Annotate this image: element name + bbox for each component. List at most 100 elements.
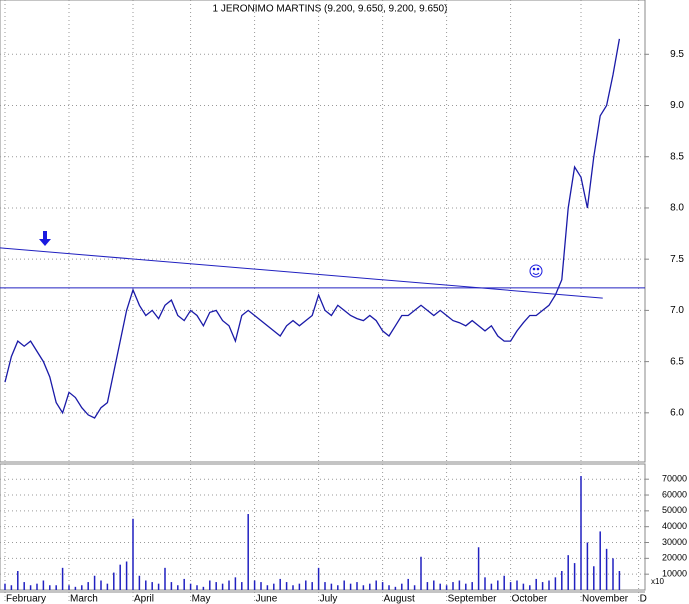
y-tick-label: 40000 bbox=[662, 521, 687, 531]
volume-bar bbox=[394, 586, 397, 590]
volume-bar bbox=[221, 583, 224, 590]
arrow-annotation bbox=[39, 231, 51, 246]
volume-bar bbox=[113, 572, 115, 590]
y-tick-label: 30000 bbox=[662, 537, 687, 547]
volume-bar bbox=[4, 583, 6, 590]
volume-bar bbox=[215, 582, 217, 590]
y-tick-label: 20000 bbox=[662, 553, 687, 563]
volume-bar bbox=[266, 585, 269, 590]
volume-bar bbox=[170, 582, 173, 590]
volume-bar bbox=[55, 585, 57, 590]
volume-bar bbox=[164, 567, 166, 590]
x-tick-label: D bbox=[640, 594, 647, 604]
volume-bar bbox=[452, 582, 454, 590]
volume-bar bbox=[324, 582, 326, 590]
volume-bar bbox=[497, 580, 499, 590]
volume-bar bbox=[228, 580, 230, 590]
volume-bar bbox=[356, 582, 358, 590]
y-tick-label: 9.0 bbox=[670, 100, 684, 111]
volume-bar bbox=[145, 580, 147, 590]
volume-bar bbox=[106, 583, 109, 590]
volume-bar bbox=[183, 578, 185, 590]
x-tick-label: February bbox=[6, 594, 46, 604]
volume-bar bbox=[349, 583, 352, 590]
volume-bar bbox=[189, 583, 192, 590]
volume-bar bbox=[381, 582, 384, 590]
volume-bar bbox=[260, 582, 262, 590]
volume-bar bbox=[100, 580, 102, 590]
volume-bar bbox=[202, 586, 205, 590]
price-line bbox=[4, 38, 621, 419]
volume-bar bbox=[87, 582, 89, 590]
x-tick-label: August bbox=[384, 594, 415, 604]
volume-bar bbox=[573, 563, 576, 590]
volume-bar bbox=[516, 580, 518, 590]
volume-bar bbox=[330, 583, 333, 590]
x-tick-label: November bbox=[582, 594, 629, 604]
volume-bar bbox=[541, 582, 544, 590]
volume-bar bbox=[484, 577, 486, 590]
volume-bar bbox=[132, 518, 134, 590]
x-tick-label: June bbox=[256, 594, 278, 604]
volume-bar bbox=[234, 577, 237, 590]
volume-bar bbox=[369, 583, 371, 590]
volume-bar bbox=[375, 580, 377, 590]
volume-bar bbox=[17, 571, 19, 590]
volume-bar bbox=[548, 580, 550, 590]
volume-bar bbox=[439, 583, 441, 590]
volume-bar bbox=[279, 578, 281, 590]
y-tick-label: 50000 bbox=[662, 505, 687, 515]
volume-bar bbox=[477, 547, 480, 590]
volume-bar bbox=[61, 567, 64, 590]
volume-bar bbox=[74, 586, 77, 590]
volume-bar bbox=[177, 585, 179, 590]
volume-bar bbox=[196, 585, 198, 590]
y-tick-label: 7.5 bbox=[670, 254, 684, 265]
y-tick-label: 9.5 bbox=[670, 49, 684, 60]
volume-bar bbox=[49, 585, 51, 590]
y-tick-label: 8.5 bbox=[670, 151, 684, 162]
volume-bar bbox=[401, 583, 403, 590]
volume-bar bbox=[298, 583, 301, 590]
volume-bar bbox=[413, 585, 416, 590]
volume-bar bbox=[599, 531, 601, 590]
volume-bar bbox=[209, 580, 211, 590]
y-tick-label: 7.0 bbox=[670, 305, 684, 316]
volume-bar bbox=[253, 580, 256, 590]
volume-bar bbox=[388, 585, 390, 590]
volume-bar bbox=[317, 567, 320, 590]
volume-bar bbox=[605, 548, 608, 590]
volume-bar bbox=[68, 585, 70, 590]
volume-bar bbox=[618, 571, 621, 590]
volume-bar bbox=[522, 583, 525, 590]
volume-bar bbox=[490, 583, 493, 590]
volume-bar bbox=[426, 582, 429, 590]
x-tick-label: July bbox=[320, 594, 338, 604]
volume-bar bbox=[535, 578, 537, 590]
volume-bar bbox=[465, 583, 467, 590]
x-tick-label: March bbox=[70, 594, 98, 604]
volume-bar bbox=[241, 582, 243, 590]
volume-bar bbox=[433, 580, 435, 590]
y-tick-label: 10000 bbox=[662, 569, 687, 579]
volume-bar bbox=[285, 582, 288, 590]
volume-bar bbox=[337, 585, 339, 590]
volume-bar bbox=[292, 585, 294, 590]
volume-bar bbox=[42, 580, 45, 590]
volume-bar bbox=[471, 582, 473, 590]
volume-bar bbox=[273, 583, 275, 590]
volume-bar bbox=[458, 580, 461, 590]
volume-bar bbox=[151, 582, 153, 590]
volume-bar bbox=[247, 514, 249, 590]
volume-bar bbox=[29, 585, 32, 590]
x-tick-label: October bbox=[512, 594, 548, 604]
y-tick-label: 6.5 bbox=[670, 356, 684, 367]
volume-bar bbox=[612, 558, 614, 590]
volume-bar bbox=[503, 575, 505, 590]
price-panel bbox=[0, 0, 646, 463]
volume-bar bbox=[580, 476, 582, 590]
smiley-annotation bbox=[529, 264, 543, 278]
volume-bar bbox=[586, 542, 589, 590]
volume-bar bbox=[10, 585, 13, 590]
